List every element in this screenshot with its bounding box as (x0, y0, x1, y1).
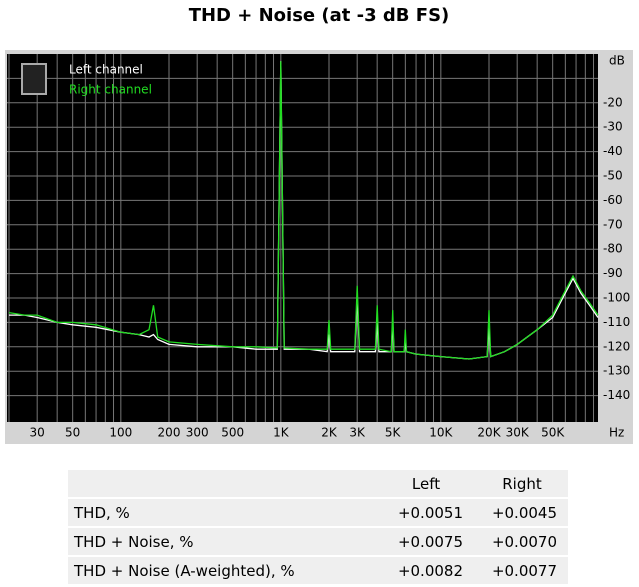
table-cell: +0.0077 (492, 562, 557, 580)
y-tick-label: -100 (603, 291, 630, 305)
legend-label: Right channel (69, 83, 152, 97)
x-tick-label: 30K (506, 426, 530, 440)
table-row (68, 528, 568, 555)
legend-icon (21, 63, 47, 95)
column-header: Left (412, 475, 440, 493)
y-tick-label: -130 (603, 364, 630, 378)
y-tick-label: -90 (603, 266, 623, 280)
x-tick-label: 10K (429, 426, 453, 440)
table-cell: THD + Noise, % (73, 533, 194, 551)
y-tick-label: -50 (603, 169, 623, 183)
x-tick-label: 50K (541, 426, 565, 440)
y-tick-label: -40 (603, 144, 623, 158)
series-line (8, 61, 599, 360)
x-tick-label: 300 (186, 426, 209, 440)
y-tick-label: -20 (603, 95, 623, 109)
table-cell: THD + Noise (A-weighted), % (73, 562, 295, 580)
x-tick-label: 50 (65, 426, 80, 440)
x-tick-label: 5K (385, 426, 402, 440)
x-tick-label: 100 (109, 426, 132, 440)
table-row (68, 470, 568, 497)
table-cell: THD, % (73, 504, 130, 522)
x-tick-label: 1K (273, 426, 290, 440)
y-axis-label: dB (609, 54, 625, 68)
y-tick-label: -70 (603, 217, 623, 231)
chart-title: THD + Noise (at -3 dB FS) (189, 5, 450, 26)
x-tick-label: 2K (321, 426, 338, 440)
y-tick-label: -30 (603, 120, 623, 134)
table-cell: +0.0075 (398, 533, 463, 551)
table-cell: +0.0082 (398, 562, 463, 580)
x-axis-label: Hz (609, 426, 624, 440)
legend-label: Left channel (69, 63, 143, 77)
y-tick-label: -110 (603, 315, 630, 329)
table-cell: +0.0045 (492, 504, 557, 522)
table-row (68, 499, 568, 526)
x-tick-label: 500 (221, 426, 244, 440)
column-header: Right (502, 475, 542, 493)
table-row (68, 557, 568, 584)
y-tick-label: -80 (603, 242, 623, 256)
table-cell: +0.0051 (398, 504, 463, 522)
x-tick-label: 20K (477, 426, 501, 440)
x-tick-label: 3K (349, 426, 366, 440)
y-tick-label: -60 (603, 193, 623, 207)
y-tick-label: -120 (603, 339, 630, 353)
table-cell: +0.0070 (492, 533, 557, 551)
y-tick-label: -140 (603, 388, 630, 402)
x-tick-label: 200 (158, 426, 181, 440)
x-tick-label: 30 (30, 426, 45, 440)
